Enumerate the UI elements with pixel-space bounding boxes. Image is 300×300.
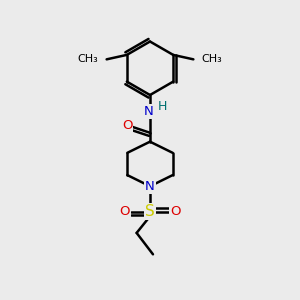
Text: O: O [170,205,181,218]
Text: N: N [144,105,153,118]
Text: CH₃: CH₃ [78,54,98,64]
Text: O: O [119,205,130,218]
Text: N: N [145,180,155,193]
Text: H: H [158,100,167,113]
Text: S: S [145,204,155,219]
Text: CH₃: CH₃ [202,54,222,64]
Text: O: O [122,119,132,132]
